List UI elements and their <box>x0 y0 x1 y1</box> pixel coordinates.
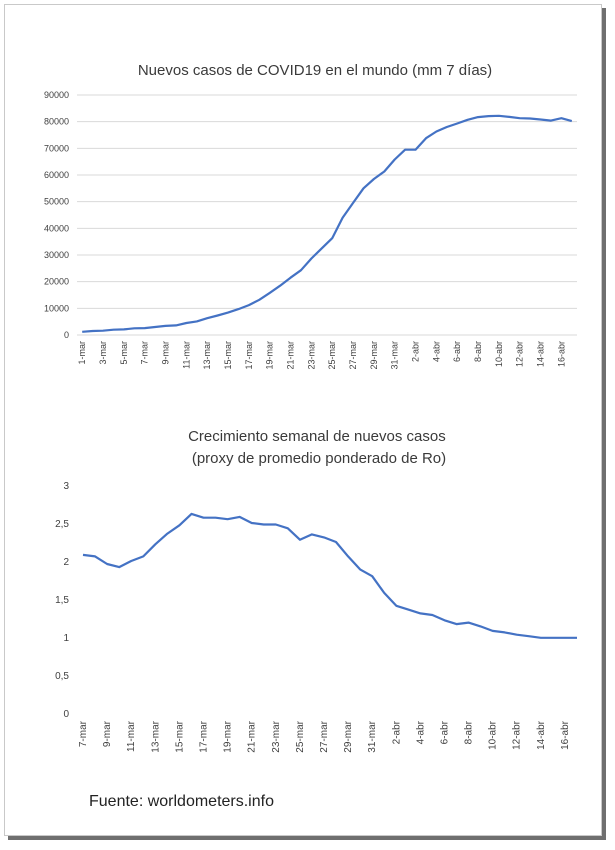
chart-new-cases: Nuevos casos de COVID19 en el mundo (mm … <box>44 62 577 370</box>
chart2-title: Crecimiento semanal de nuevos casos (pro… <box>188 428 450 467</box>
chart2-x-tick-label: 14-abr <box>536 720 547 750</box>
chart-weekly-growth: Crecimiento semanal de nuevos casos (pro… <box>55 428 577 753</box>
chart2-x-tick-label: 21-mar <box>247 720 258 752</box>
chart1-y-tick-label: 20000 <box>44 277 69 287</box>
chart2-x-tick-label: 15-mar <box>174 720 185 752</box>
chart1-x-tick-label: 11-mar <box>181 341 191 369</box>
chart2-series-line <box>82 512 577 639</box>
chart2-title-line2: (proxy de promedio ponderado de Ro) <box>192 450 446 467</box>
chart1-x-tick-label: 25-mar <box>327 341 337 370</box>
chart1-x-tick-label: 12-abr <box>515 341 525 367</box>
chart2-series <box>82 512 577 639</box>
chart1-y-tick-label: 0 <box>64 330 69 340</box>
chart2-y-tick-label: 0 <box>63 709 69 720</box>
chart1-x-tick-label: 15-mar <box>223 341 233 370</box>
chart1-x-tick-label: 9-mar <box>161 341 171 365</box>
chart2-x-tick-label: 6-abr <box>439 720 450 744</box>
chart2-x-tick-label: 9-mar <box>102 720 113 747</box>
chart1-series <box>82 114 573 333</box>
chart2-x-tick-label: 25-mar <box>295 720 306 752</box>
chart2-x-tick-label: 8-abr <box>464 720 475 744</box>
chart1-y-tick-label: 80000 <box>44 117 69 127</box>
chart2-x-tick-label: 7-mar <box>78 720 89 747</box>
chart2-x-tick-label: 4-abr <box>415 720 426 744</box>
chart1-x-tick-label: 3-mar <box>98 341 108 365</box>
chart1-x-tick-label: 5-mar <box>119 341 129 365</box>
chart2-y-tick-label: 3 <box>63 481 69 492</box>
chart1-x-tick-label: 13-mar <box>202 341 212 370</box>
chart1-y-tick-label: 40000 <box>44 223 69 233</box>
chart2-x-tick-label: 17-mar <box>199 720 210 752</box>
chart1-title: Nuevos casos de COVID19 en el mundo (mm … <box>138 62 492 79</box>
chart1-y-tick-label: 50000 <box>44 197 69 207</box>
chart1-x-tick-label: 2-abr <box>411 341 421 362</box>
chart2-y-ticks: 0 0,5 1 1,5 2 2,5 3 <box>55 481 69 720</box>
chart1-series-line <box>82 114 573 333</box>
chart1-x-tick-label: 21-mar <box>286 341 296 370</box>
chart1-x-tick-label: 17-mar <box>244 341 254 370</box>
chart1-x-tick-label: 6-abr <box>452 341 462 362</box>
chart2-x-tick-label: 29-mar <box>343 720 354 752</box>
chart2-x-tick-label: 12-abr <box>512 720 523 750</box>
chart1-x-tick-label: 16-abr <box>556 341 566 367</box>
chart1-x-tick-label: 4-abr <box>431 341 441 362</box>
chart1-y-tick-label: 60000 <box>44 170 69 180</box>
chart1-x-tick-label: 7-mar <box>140 341 150 365</box>
chart1-x-tick-label: 19-mar <box>265 341 275 370</box>
source-note: Fuente: worldometers.info <box>89 793 274 810</box>
chart2-title-line1: Crecimiento semanal de nuevos casos <box>188 428 446 445</box>
chart1-x-tick-label: 31-mar <box>390 341 400 370</box>
chart1-gridlines <box>77 94 577 336</box>
chart2-x-tick-label: 2-abr <box>391 720 402 744</box>
chart1-x-ticks: 1-mar 3-mar 5-mar 7-mar 9-mar 11-mar 13-mar 15-… <box>77 341 566 370</box>
chart1-x-tick-label: 1-mar <box>77 341 87 365</box>
chart1-x-tick-label: 29-mar <box>369 341 379 370</box>
chart2-y-tick-label: 1 <box>63 633 69 644</box>
chart1-y-ticks: 0 10000 20000 30000 40000 50000 60000 70000 8000… <box>44 90 69 340</box>
chart2-x-ticks: 7-mar 9-mar 11-mar 13-mar 15-mar 17-mar 19-mar… <box>78 720 571 752</box>
chart2-x-tick-label: 19-mar <box>223 720 234 752</box>
chart1-y-tick-label: 70000 <box>44 143 69 153</box>
chart2-x-tick-label: 11-mar <box>126 720 137 752</box>
chart2-y-tick-label: 0,5 <box>55 671 69 682</box>
chart2-x-tick-label: 16-abr <box>560 720 571 750</box>
figure-frame: Nuevos casos de COVID19 en el mundo (mm … <box>4 4 602 836</box>
chart2-y-tick-label: 2 <box>63 557 69 568</box>
figure-canvas: Nuevos casos de COVID19 en el mundo (mm … <box>44 62 577 810</box>
chart1-x-tick-label: 27-mar <box>348 341 358 370</box>
chart2-x-tick-label: 27-mar <box>319 720 330 752</box>
chart2-y-tick-label: 2,5 <box>55 519 69 530</box>
chart1-y-tick-label: 10000 <box>44 303 69 313</box>
chart2-x-tick-label: 31-mar <box>367 720 378 752</box>
chart2-x-tick-label: 23-mar <box>271 720 282 752</box>
chart2-x-tick-label: 13-mar <box>150 720 161 752</box>
chart1-y-tick-label: 90000 <box>44 90 69 100</box>
chart2-y-tick-label: 1,5 <box>55 595 69 606</box>
chart1-x-tick-label: 8-abr <box>473 341 483 362</box>
chart2-x-tick-label: 10-abr <box>488 720 499 750</box>
chart1-x-tick-label: 14-abr <box>536 341 546 367</box>
chart1-y-tick-label: 30000 <box>44 250 69 260</box>
chart1-x-tick-label: 23-mar <box>306 341 316 370</box>
chart1-x-tick-label: 10-abr <box>494 341 504 367</box>
